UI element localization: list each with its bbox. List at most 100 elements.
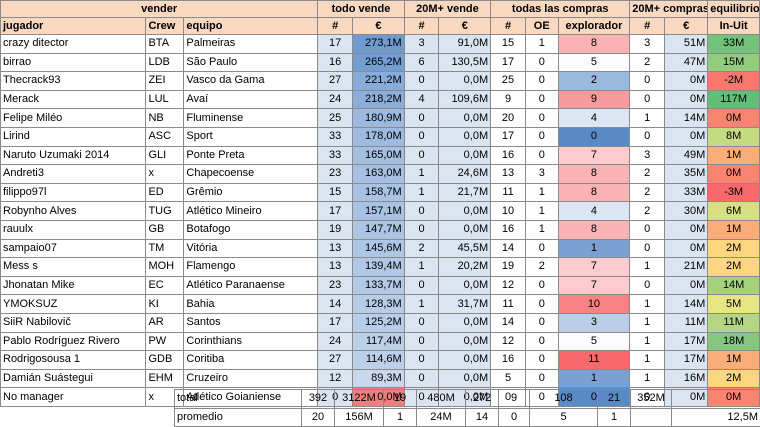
- player-name: Lirind: [1, 127, 146, 146]
- oe-value: 0: [525, 90, 558, 109]
- v20-euro: 0,0M: [439, 313, 491, 332]
- explorador-value: 3: [558, 313, 630, 332]
- tv-euro: 221,2M: [353, 72, 405, 91]
- explorador-value: 1: [558, 369, 630, 388]
- crew-code: GLI: [146, 146, 184, 165]
- v20-count: 0: [404, 351, 439, 370]
- explorador-value: 8: [558, 35, 630, 54]
- tv-euro: 165,0M: [353, 146, 405, 165]
- player-name: Thecrack93: [1, 72, 146, 91]
- team-name: Cruzeiro: [184, 369, 318, 388]
- player-name: rauulx: [1, 220, 146, 239]
- col-tv-count: #: [318, 18, 353, 35]
- average-explorador: 5: [530, 408, 598, 427]
- team-name: Vitória: [184, 239, 318, 258]
- c20-count: 0: [630, 220, 665, 239]
- c20-euro: 33M: [665, 183, 708, 202]
- crew-code: ED: [146, 183, 184, 202]
- v20-euro: 21,7M: [439, 183, 491, 202]
- tv-euro: 128,3M: [353, 295, 405, 314]
- in-uit-value: 6M: [708, 202, 760, 221]
- oe-value: 2: [525, 258, 558, 277]
- crew-code: LDB: [146, 53, 184, 72]
- c20-count: 2: [630, 165, 665, 184]
- c20-euro: 14M: [665, 109, 708, 128]
- average-in-uit: 12,5M: [672, 408, 760, 427]
- group-20m-compras: 20M+ compras: [630, 1, 708, 18]
- team-name: Chapecoense: [184, 165, 318, 184]
- tc-count: 10: [491, 202, 526, 221]
- crew-code: BTA: [146, 35, 184, 54]
- player-name: Jhonatan Mike: [1, 276, 146, 295]
- player-name: sampaio07: [1, 239, 146, 258]
- player-name: Robynho Alves: [1, 202, 146, 221]
- group-todas-compras: todas las compras: [491, 1, 630, 18]
- c20-euro: 0M: [665, 90, 708, 109]
- player-name: Naruto Uzumaki 2014: [1, 146, 146, 165]
- col-c20-euro: €: [665, 18, 708, 35]
- col-explorador: explorador: [558, 18, 630, 35]
- team-name: Flamengo: [184, 258, 318, 277]
- player-name: filippo97l: [1, 183, 146, 202]
- player-name: Pablo Rodríguez Rivero: [1, 332, 146, 351]
- in-uit-value: 2M: [708, 239, 760, 258]
- crew-code: PW: [146, 332, 184, 351]
- oe-value: 1: [525, 183, 558, 202]
- c20-euro: 51M: [665, 35, 708, 54]
- team-name: Palmeiras: [184, 35, 318, 54]
- crew-code: ZEI: [146, 72, 184, 91]
- tv-euro: 114,6M: [353, 351, 405, 370]
- oe-value: 0: [525, 109, 558, 128]
- tv-euro: 117,4M: [353, 332, 405, 351]
- v20-count: 2: [404, 239, 439, 258]
- v20-count: 0: [404, 72, 439, 91]
- player-name: Damián Suástegui: [1, 369, 146, 388]
- tc-count: 19: [491, 258, 526, 277]
- v20-count: 0: [404, 127, 439, 146]
- oe-value: 3: [525, 165, 558, 184]
- summary-table: total 392 3122M 19 480M 272 9 108 21 352…: [174, 389, 760, 427]
- v20-count: 0: [404, 220, 439, 239]
- c20-euro: 17M: [665, 332, 708, 351]
- c20-count: 3: [630, 146, 665, 165]
- c20-count: 2: [630, 183, 665, 202]
- c20-count: 1: [630, 313, 665, 332]
- tv-euro: 273,1M: [353, 35, 405, 54]
- crew-code: AR: [146, 313, 184, 332]
- tc-count: 16: [491, 220, 526, 239]
- v20-euro: 109,6M: [439, 90, 491, 109]
- explorador-value: 1: [558, 239, 630, 258]
- c20-euro: 30M: [665, 202, 708, 221]
- explorador-value: 8: [558, 165, 630, 184]
- tv-euro: 133,7M: [353, 276, 405, 295]
- c20-euro: 17M: [665, 351, 708, 370]
- c20-euro: 0M: [665, 239, 708, 258]
- team-name: Fluminense: [184, 109, 318, 128]
- explorador-value: 4: [558, 109, 630, 128]
- team-name: Grêmio: [184, 183, 318, 202]
- crew-code: TM: [146, 239, 184, 258]
- tv-count: 16: [318, 53, 353, 72]
- col-in-uit: In-Uit: [708, 18, 760, 35]
- v20-euro: 0,0M: [439, 109, 491, 128]
- average-c20-count: 1: [598, 408, 631, 427]
- explorador-value: 2: [558, 72, 630, 91]
- explorador-value: 5: [558, 53, 630, 72]
- crew-code: x: [146, 165, 184, 184]
- average-tv-euro: 156M: [335, 408, 384, 427]
- average-tc-count: 14: [466, 408, 499, 427]
- oe-value: 0: [525, 313, 558, 332]
- tv-euro: 180,9M: [353, 109, 405, 128]
- tv-euro: 139,4M: [353, 258, 405, 277]
- explorador-value: 10: [558, 295, 630, 314]
- average-v20-count: 1: [384, 408, 417, 427]
- c20-euro: 14M: [665, 295, 708, 314]
